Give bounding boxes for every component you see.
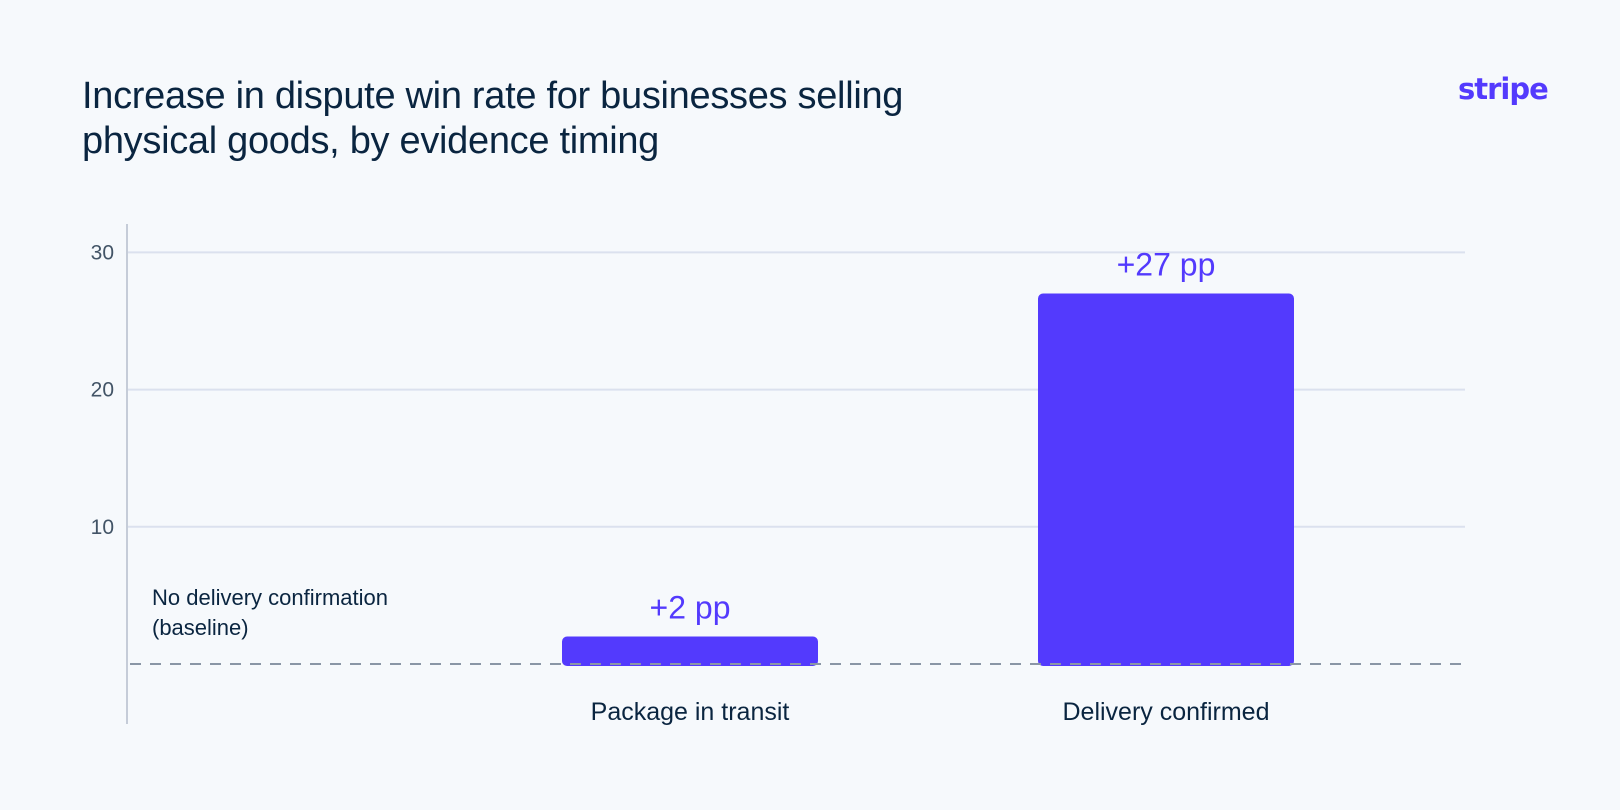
y-tick-label: 20 (91, 379, 114, 402)
category-label: Package in transit (591, 698, 790, 726)
data-label: +2 pp (650, 590, 731, 626)
stripe-logo: stripe (1458, 72, 1549, 106)
chart-title: Increase in dispute win rate for busines… (82, 75, 904, 162)
data-label: +27 pp (1117, 247, 1216, 283)
bar (562, 636, 818, 666)
baseline-label-line: No delivery confirmation (152, 585, 388, 610)
baseline-label-line: (baseline) (152, 615, 249, 640)
category-label: Delivery confirmed (1062, 698, 1269, 726)
bar (1038, 293, 1294, 666)
y-tick-label: 30 (91, 241, 114, 264)
y-tick-label: 10 (91, 516, 114, 539)
baseline-label: No delivery confirmation (baseline) (152, 585, 388, 640)
